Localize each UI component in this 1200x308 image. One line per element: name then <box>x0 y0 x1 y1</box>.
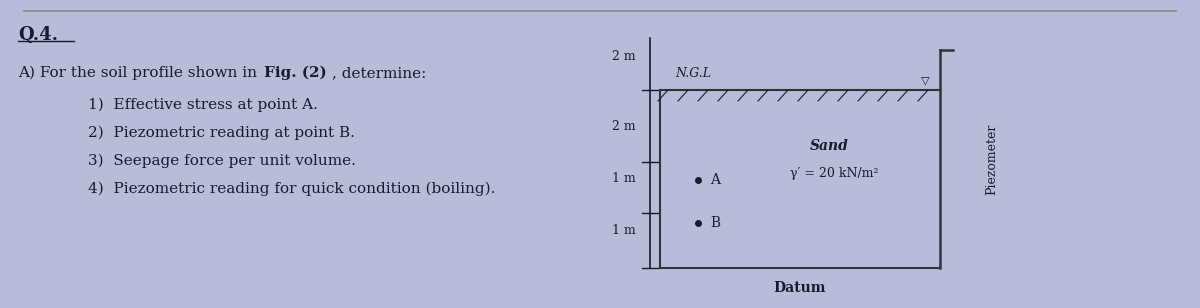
Text: Sand: Sand <box>810 139 848 153</box>
Text: 1 m: 1 m <box>612 225 636 237</box>
Text: Q.4.: Q.4. <box>18 26 58 44</box>
Text: ▽: ▽ <box>920 75 929 85</box>
Text: Fig. (2): Fig. (2) <box>264 66 326 80</box>
Text: 2)  Piezometric reading at point B.: 2) Piezometric reading at point B. <box>88 126 355 140</box>
Text: Piezometer: Piezometer <box>985 123 998 195</box>
Text: γ′ = 20 kN/m²: γ′ = 20 kN/m² <box>790 167 878 180</box>
Text: , determine:: , determine: <box>332 66 426 80</box>
Text: A: A <box>710 173 720 187</box>
Text: 1 m: 1 m <box>612 172 636 184</box>
Text: 4)  Piezometric reading for quick condition (boiling).: 4) Piezometric reading for quick conditi… <box>88 182 496 197</box>
Text: 1)  Effective stress at point A.: 1) Effective stress at point A. <box>88 98 318 112</box>
Text: 2 m: 2 m <box>612 120 636 132</box>
Text: 3)  Seepage force per unit volume.: 3) Seepage force per unit volume. <box>88 154 356 168</box>
Text: B: B <box>710 216 720 230</box>
Text: N.G.L: N.G.L <box>674 67 710 80</box>
Text: A) For the soil profile shown in: A) For the soil profile shown in <box>18 66 262 80</box>
Text: 2 m: 2 m <box>612 50 636 63</box>
Text: Datum: Datum <box>774 281 827 295</box>
